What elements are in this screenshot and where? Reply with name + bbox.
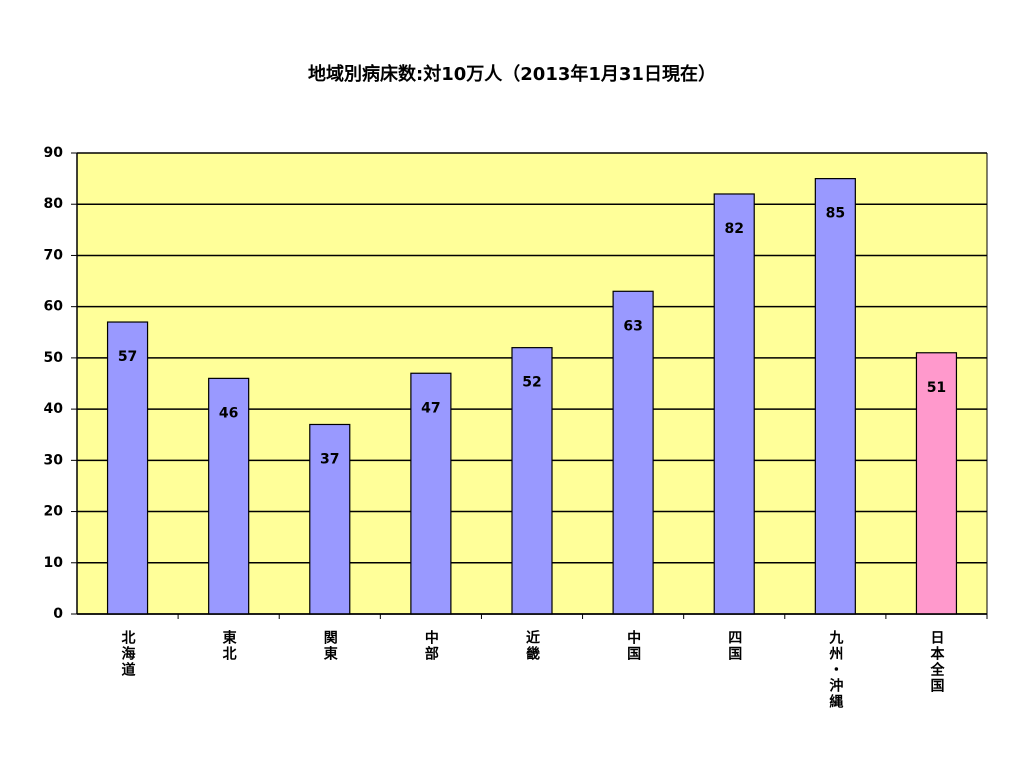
data-label: 52 <box>522 375 541 391</box>
data-label: 47 <box>421 400 440 416</box>
bar <box>106 321 149 615</box>
bar <box>713 193 755 615</box>
x-tick-label: 中部 <box>423 629 439 662</box>
bar <box>814 178 856 615</box>
x-tick-label: 近畿 <box>524 629 540 662</box>
x-tick-label: 中国 <box>625 629 641 662</box>
x-tick-label: 日本全国 <box>928 630 945 694</box>
y-tick-label: 10 <box>44 555 64 571</box>
data-label: 46 <box>219 405 238 421</box>
data-label: 37 <box>320 451 339 467</box>
y-tick-label: 80 <box>44 196 64 212</box>
x-tick-label: 北海道 <box>120 630 136 678</box>
y-tick-label: 40 <box>44 401 64 417</box>
bar <box>208 377 250 615</box>
data-label: 63 <box>623 318 642 334</box>
y-tick-label: 50 <box>44 350 64 366</box>
y-tick-label: 90 <box>44 145 64 161</box>
y-tick-label: 70 <box>44 247 64 263</box>
data-label: 82 <box>724 221 743 237</box>
x-tick-label: 四国 <box>726 630 742 662</box>
x-tick-label: 関東 <box>322 630 338 662</box>
x-tick-label: 九州・沖縄 <box>827 630 844 710</box>
y-tick-label: 0 <box>53 606 63 622</box>
y-tick-label: 20 <box>44 504 64 520</box>
x-tick-label: 東北 <box>221 629 237 662</box>
chart-title: 地域別病床数:対10万人（2013年1月31日現在） <box>308 63 716 85</box>
bar <box>410 372 452 615</box>
bar <box>612 290 654 615</box>
bar <box>511 347 553 615</box>
data-label: 85 <box>826 206 845 222</box>
data-label: 57 <box>118 349 137 365</box>
y-tick-label: 60 <box>44 299 64 315</box>
bar <box>915 352 958 615</box>
data-label: 51 <box>927 380 946 396</box>
y-tick-label: 30 <box>44 452 64 468</box>
